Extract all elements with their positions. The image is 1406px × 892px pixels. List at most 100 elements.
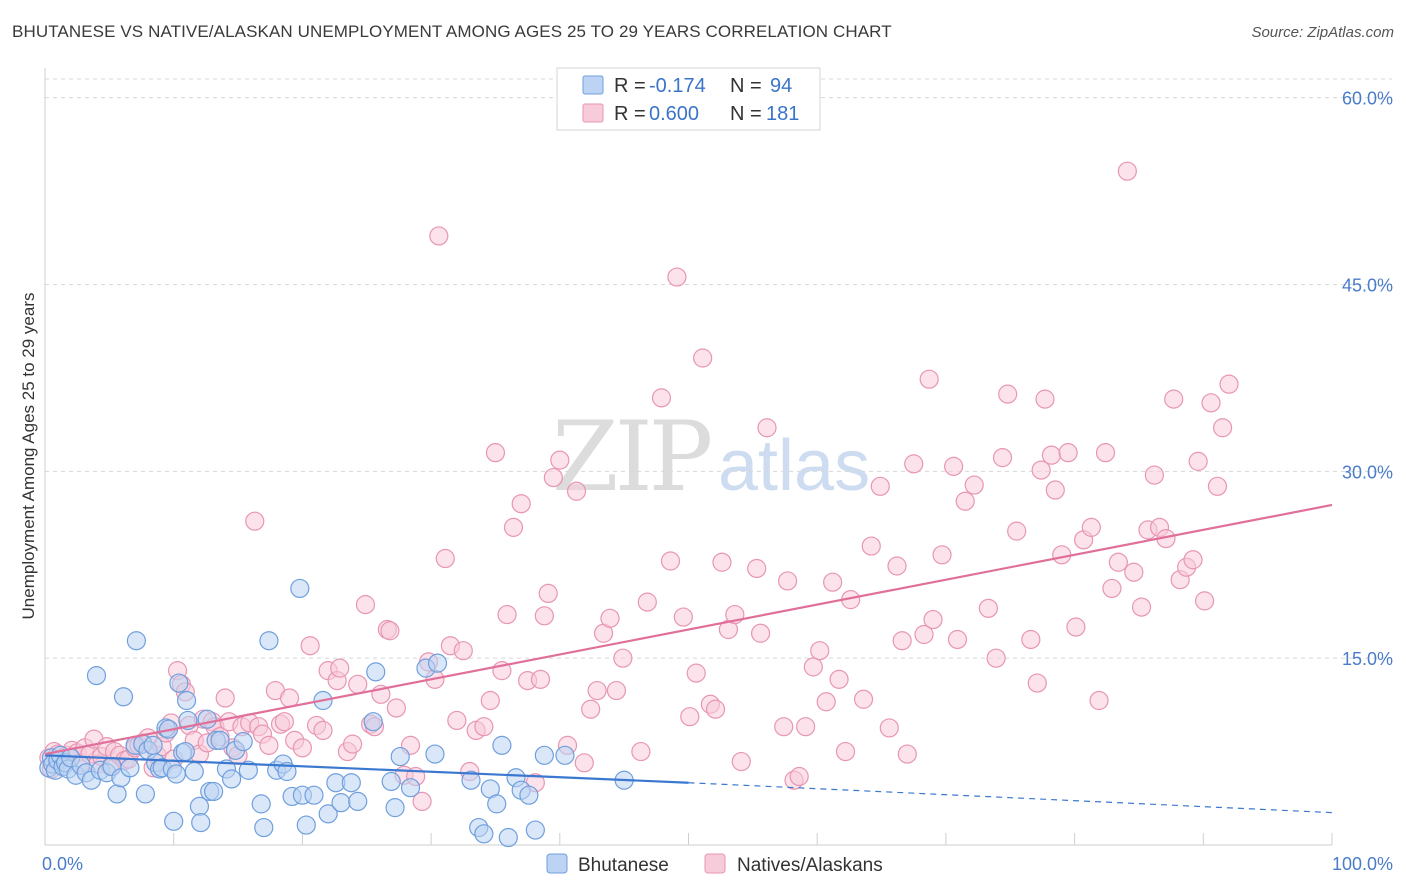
native-point [861, 536, 881, 556]
legend-swatch-natives [704, 853, 726, 874]
native-point [1058, 443, 1078, 463]
native-point [497, 604, 517, 625]
native-point [600, 608, 620, 628]
bhutanese-point [474, 824, 494, 844]
native-point [1124, 562, 1144, 582]
bhutanese-point [166, 764, 186, 784]
native-point [581, 699, 601, 719]
native-point [1089, 690, 1109, 711]
y-tick-label: 30.0% [1342, 462, 1393, 482]
stats-n-value-0: 94 [770, 75, 792, 97]
native-point [693, 348, 713, 368]
native-point [919, 369, 939, 389]
native-point [574, 753, 594, 773]
x-tick-label-0: 0.0% [42, 854, 83, 874]
legend-label-natives: Natives/Alaskans [737, 855, 883, 876]
native-point [757, 418, 777, 438]
natives-trend-line [44, 503, 1333, 756]
native-point [892, 631, 912, 651]
bhutanese-point [126, 631, 146, 651]
native-point [613, 648, 633, 668]
y-tick-label: 15.0% [1342, 649, 1393, 669]
native-point [1052, 545, 1072, 565]
bhutanese-point [519, 785, 539, 805]
stats-n-value-1: 181 [766, 103, 799, 125]
bhutanese-point [385, 798, 405, 818]
native-point [705, 699, 726, 719]
native-point [1035, 389, 1055, 409]
stats-legend: R = -0.174 N = 94 R = 0.600 N = 181 [556, 67, 821, 131]
native-point [923, 609, 943, 630]
native-point [1144, 465, 1164, 485]
bhutanese-point [120, 758, 140, 778]
native-point [1007, 521, 1027, 541]
bhutanese-trend-extension [688, 782, 1333, 814]
native-point [1045, 480, 1065, 500]
bhutanese-point [197, 709, 217, 729]
native-point [947, 629, 968, 650]
legend-label-bhutanese: Bhutanese [578, 855, 669, 876]
series-legend: Bhutanese Natives/Alaskans [546, 853, 883, 876]
native-point [978, 598, 998, 618]
native-point [1131, 597, 1152, 617]
native-point [944, 456, 964, 476]
native-point [313, 720, 333, 741]
bhutanese-point [341, 773, 361, 793]
native-point [1081, 517, 1101, 537]
stats-legend-swatch-natives [582, 103, 604, 123]
native-point [534, 606, 554, 626]
native-point [796, 717, 816, 737]
stats-r-label-0: R = [614, 75, 646, 97]
bhutanese-trend-line [44, 754, 689, 784]
bhutanese-point [254, 817, 274, 838]
native-point [342, 734, 363, 754]
bhutanese-point [107, 784, 127, 804]
native-point [789, 766, 809, 787]
native-point [631, 741, 651, 762]
native-point [292, 738, 312, 758]
native-point [932, 545, 952, 565]
native-point [485, 443, 506, 463]
bhutanese-point [427, 653, 448, 673]
native-point [1201, 393, 1221, 413]
native-point [1183, 550, 1203, 570]
native-point [348, 674, 368, 694]
bhutanese-point [425, 744, 445, 764]
native-point [986, 648, 1006, 668]
bhutanese-point [331, 793, 351, 813]
bhutanese-point [363, 712, 383, 732]
native-point [904, 454, 924, 474]
bhutanese-point [525, 820, 545, 840]
native-point [1188, 451, 1208, 471]
native-point [747, 558, 767, 579]
native-point [215, 688, 235, 708]
bhutanese-point [259, 631, 279, 651]
native-point [503, 517, 524, 537]
native-point [300, 636, 320, 656]
native-point [380, 621, 400, 641]
native-point [606, 680, 627, 701]
native-point [651, 388, 672, 408]
native-point [680, 707, 700, 727]
bhutanese-point [461, 770, 481, 790]
native-point [1213, 418, 1233, 438]
native-point [1095, 443, 1116, 463]
y-ticks: 15.0% 30.0% 45.0% 60.0% [1342, 89, 1393, 669]
bhutanese-point [348, 791, 368, 812]
bhutanese-point [400, 778, 421, 798]
bhutanese-point [113, 687, 134, 707]
bhutanese-point [296, 815, 316, 835]
native-point [660, 551, 681, 571]
native-point [637, 592, 657, 612]
native-point [1219, 374, 1239, 394]
native-point [998, 384, 1018, 404]
native-point [435, 548, 455, 569]
native-point [887, 556, 907, 576]
native-point [543, 467, 563, 488]
native-point [429, 226, 449, 246]
native-point [750, 623, 771, 643]
stats-r-label-1: R = [614, 103, 646, 125]
bhutanese-point [86, 666, 107, 686]
native-point [829, 669, 849, 689]
native-point [686, 663, 706, 683]
